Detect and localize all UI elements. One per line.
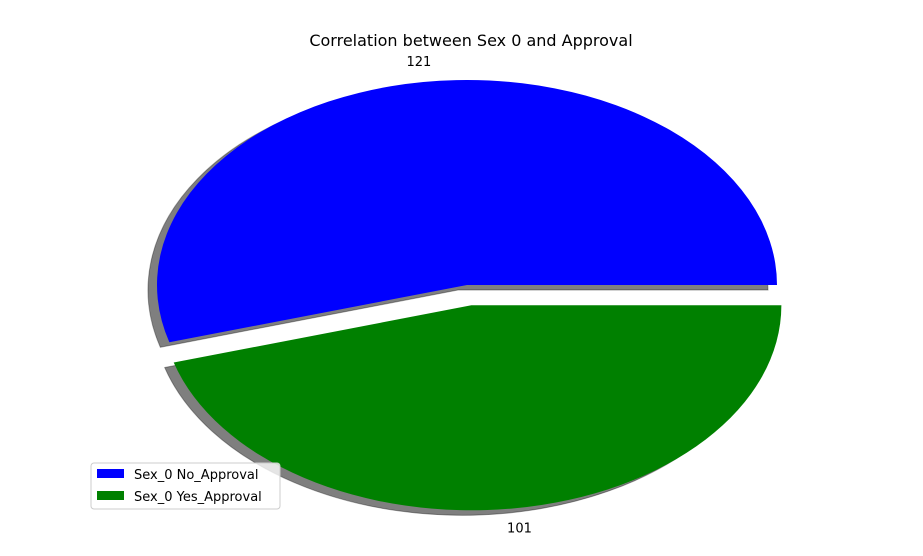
- legend-swatch-yes-approval: [97, 491, 124, 500]
- legend-swatch-no-approval: [97, 469, 124, 478]
- pie-slices: [156, 79, 782, 511]
- data-label-sex-0-yes-approval: 101: [507, 522, 532, 537]
- slice-sex-0-yes-approval: [173, 305, 782, 511]
- legend: Sex_0 No_Approval Sex_0 Yes_Approval: [90, 462, 281, 510]
- data-label-sex-0-no-approval: 121: [406, 55, 431, 70]
- chart-title: Correlation between Sex 0 and Approval: [309, 31, 632, 50]
- legend-label-no-approval: Sex_0 No_Approval: [134, 468, 258, 483]
- legend-frame: [90, 462, 281, 510]
- slice-sex-0-no-approval: [156, 79, 777, 343]
- data-labels: 121 101: [406, 55, 531, 537]
- legend-label-yes-approval: Sex_0 Yes_Approval: [134, 490, 262, 505]
